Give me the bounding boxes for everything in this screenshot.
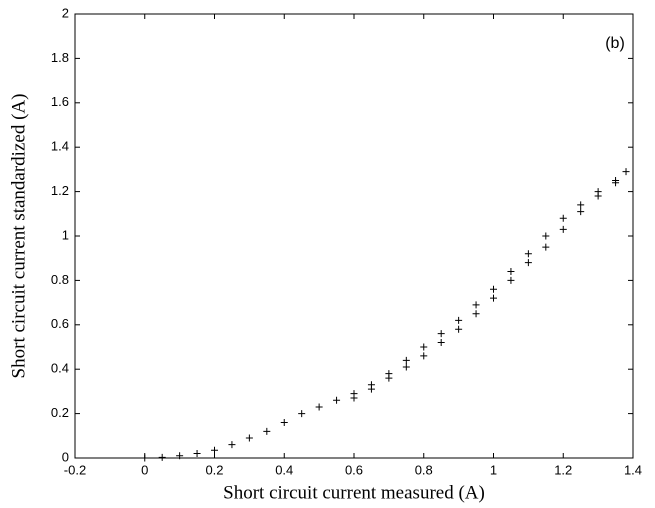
- data-point: [507, 268, 515, 276]
- data-point: [524, 250, 532, 258]
- y-tick-label: 0.2: [51, 405, 69, 420]
- data-point: [455, 316, 463, 324]
- x-tick-label: 0.8: [415, 462, 433, 477]
- data-point: [315, 403, 323, 411]
- data-point: [594, 192, 602, 200]
- y-tick-label: 0.6: [51, 316, 69, 331]
- data-point: [612, 179, 620, 187]
- data-point: [158, 453, 166, 461]
- data-point: [542, 232, 550, 240]
- data-point: [472, 310, 480, 318]
- data-point: [280, 418, 288, 426]
- x-tick-label: 0.2: [205, 462, 223, 477]
- x-tick-label: 0.4: [275, 462, 293, 477]
- y-tick-label: 1.8: [51, 50, 69, 65]
- data-point: [437, 330, 445, 338]
- y-tick-label: 0.4: [51, 361, 69, 376]
- data-point: [245, 434, 253, 442]
- data-point: [542, 243, 550, 251]
- y-tick-label: 0.8: [51, 272, 69, 287]
- data-point: [263, 427, 271, 435]
- data-point: [622, 168, 630, 176]
- data-point: [420, 352, 428, 360]
- y-tick-label: 1.6: [51, 94, 69, 109]
- data-point: [420, 343, 428, 351]
- data-point: [141, 454, 149, 462]
- data-point: [455, 325, 463, 333]
- annotation: (b): [605, 35, 625, 52]
- x-tick-label: 1: [490, 462, 497, 477]
- y-tick-label: 1.2: [51, 183, 69, 198]
- data-point: [298, 410, 306, 418]
- data-point: [559, 225, 567, 233]
- data-point: [507, 276, 515, 284]
- data-point: [193, 450, 201, 458]
- x-tick-label: -0.2: [64, 462, 86, 477]
- y-tick-label: 0: [62, 449, 69, 464]
- data-point: [472, 301, 480, 309]
- data-point: [577, 208, 585, 216]
- y-tick-label: 2: [62, 5, 69, 20]
- data-point: [490, 285, 497, 293]
- data-point: [350, 394, 358, 402]
- y-axis-label: Short circuit current standardized (A): [8, 94, 29, 379]
- data-point: [437, 339, 445, 347]
- data-point: [385, 374, 393, 382]
- data-point: [577, 201, 585, 209]
- data-point: [367, 385, 375, 393]
- x-tick-label: 0.6: [345, 462, 363, 477]
- data-point: [211, 446, 218, 454]
- y-tick-label: 1.4: [51, 139, 69, 154]
- data-point: [402, 356, 410, 364]
- y-tick-label: 1: [62, 227, 69, 242]
- data-point: [176, 452, 184, 460]
- data-point: [559, 214, 567, 222]
- data-point: [524, 259, 532, 267]
- x-tick-label: 0: [141, 462, 148, 477]
- x-tick-label: 1.2: [554, 462, 572, 477]
- data-point: [333, 396, 341, 404]
- data-point: [228, 441, 236, 449]
- data-point: [490, 294, 497, 302]
- x-axis-label: Short circuit current measured (A): [223, 482, 485, 503]
- x-tick-label: 1.4: [624, 462, 642, 477]
- data-point: [402, 363, 410, 371]
